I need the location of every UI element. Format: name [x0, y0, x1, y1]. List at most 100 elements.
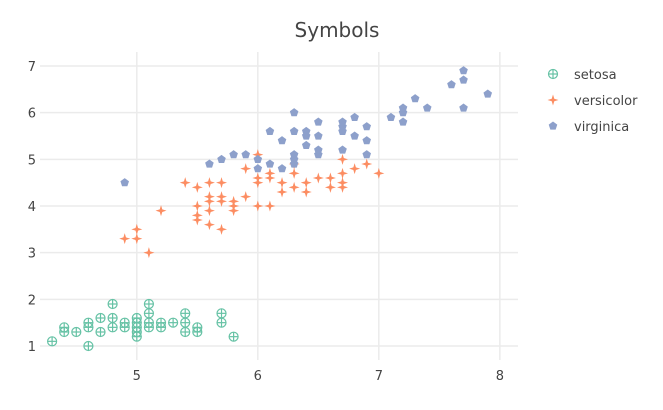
data-point-versicolor[interactable]	[191, 209, 203, 221]
data-point-virginica[interactable]	[410, 94, 420, 103]
data-point-versicolor[interactable]	[216, 223, 228, 235]
data-point-virginica[interactable]	[386, 112, 396, 121]
data-point-virginica[interactable]	[253, 164, 263, 173]
data-point-virginica[interactable]	[265, 159, 275, 168]
data-point-virginica[interactable]	[459, 103, 468, 112]
data-point-versicolor[interactable]	[300, 177, 312, 189]
data-point-virginica[interactable]	[398, 117, 408, 126]
data-point-setosa[interactable]	[107, 322, 118, 333]
data-point-setosa[interactable]	[71, 326, 82, 338]
data-point-setosa[interactable]	[143, 317, 155, 328]
legend[interactable]: setosa versicolor virginica	[547, 68, 639, 135]
data-point-virginica[interactable]	[314, 145, 323, 154]
data-point-setosa[interactable]	[143, 298, 155, 310]
data-point-virginica[interactable]	[277, 164, 287, 173]
data-point-virginica[interactable]	[205, 159, 214, 168]
data-point-virginica[interactable]	[362, 150, 372, 159]
data-point-virginica[interactable]	[217, 154, 226, 163]
data-point-setosa[interactable]	[180, 326, 191, 338]
data-point-versicolor[interactable]	[131, 223, 143, 235]
data-point-setosa[interactable]	[192, 322, 203, 333]
data-point-versicolor[interactable]	[119, 233, 131, 245]
data-point-versicolor[interactable]	[203, 177, 215, 189]
data-point-versicolor[interactable]	[131, 233, 143, 245]
data-point-setosa[interactable]	[83, 340, 94, 352]
data-point-versicolor[interactable]	[143, 247, 155, 259]
data-point-setosa[interactable]	[143, 308, 155, 319]
data-point-virginica[interactable]	[422, 103, 432, 112]
data-point-virginica[interactable]	[362, 122, 372, 131]
data-point-virginica[interactable]	[314, 131, 323, 140]
data-point-versicolor[interactable]	[337, 167, 349, 179]
data-point-versicolor[interactable]	[324, 172, 336, 184]
data-point-versicolor[interactable]	[264, 167, 276, 179]
data-point-virginica[interactable]	[289, 108, 299, 117]
data-point-versicolor[interactable]	[240, 191, 252, 203]
data-point-versicolor[interactable]	[203, 219, 215, 231]
data-point-virginica[interactable]	[289, 126, 299, 135]
data-point-setosa[interactable]	[216, 317, 227, 328]
data-point-virginica[interactable]	[120, 178, 129, 187]
data-point-versicolor[interactable]	[216, 191, 228, 203]
data-point-setosa[interactable]	[131, 312, 142, 324]
data-point-virginica[interactable]	[338, 117, 347, 126]
data-point-virginica[interactable]	[289, 150, 299, 159]
data-point-setosa[interactable]	[180, 308, 191, 319]
data-point-versicolor[interactable]	[191, 200, 203, 212]
data-point-setosa[interactable]	[95, 312, 106, 324]
data-point-virginica[interactable]	[241, 150, 250, 159]
data-point-virginica[interactable]	[277, 136, 287, 145]
data-point-virginica[interactable]	[350, 131, 359, 140]
data-point-versicolor[interactable]	[337, 177, 349, 189]
data-point-virginica[interactable]	[314, 117, 323, 126]
data-point-versicolor[interactable]	[252, 200, 264, 212]
data-point-virginica[interactable]	[350, 112, 359, 121]
data-point-setosa[interactable]	[83, 317, 94, 328]
data-point-setosa[interactable]	[119, 317, 130, 328]
data-point-setosa[interactable]	[107, 298, 118, 310]
data-point-versicolor[interactable]	[240, 163, 252, 175]
data-point-setosa[interactable]	[95, 326, 106, 338]
data-point-versicolor[interactable]	[324, 181, 336, 193]
data-point-versicolor[interactable]	[349, 163, 361, 175]
data-point-setosa[interactable]	[59, 322, 70, 333]
data-point-setosa[interactable]	[216, 308, 227, 319]
data-point-versicolor[interactable]	[373, 167, 385, 179]
data-point-versicolor[interactable]	[252, 149, 264, 161]
data-point-versicolor[interactable]	[288, 181, 300, 193]
data-point-setosa[interactable]	[155, 317, 167, 328]
legend-item-versicolor[interactable]: versicolor	[547, 94, 639, 109]
data-point-virginica[interactable]	[301, 140, 311, 149]
data-point-virginica[interactable]	[265, 126, 275, 135]
data-point-versicolor[interactable]	[300, 186, 312, 198]
data-point-versicolor[interactable]	[276, 186, 288, 198]
data-point-virginica[interactable]	[338, 145, 347, 154]
data-point-virginica[interactable]	[253, 154, 263, 163]
data-point-versicolor[interactable]	[203, 191, 215, 203]
data-point-virginica[interactable]	[229, 150, 238, 159]
data-point-versicolor[interactable]	[216, 177, 228, 189]
data-point-virginica[interactable]	[447, 80, 456, 89]
data-point-versicolor[interactable]	[337, 153, 349, 165]
data-point-setosa[interactable]	[168, 317, 179, 328]
data-point-versicolor[interactable]	[191, 181, 203, 193]
data-point-setosa[interactable]	[228, 331, 239, 342]
data-point-setosa[interactable]	[180, 317, 191, 328]
legend-item-setosa[interactable]: setosa	[547, 68, 617, 83]
data-point-virginica[interactable]	[398, 103, 408, 112]
data-point-versicolor[interactable]	[288, 167, 300, 179]
data-point-versicolor[interactable]	[252, 172, 264, 184]
data-point-virginica[interactable]	[362, 136, 372, 145]
data-point-virginica[interactable]	[459, 66, 468, 75]
data-point-versicolor[interactable]	[203, 205, 215, 217]
data-point-setosa[interactable]	[107, 312, 118, 324]
data-point-virginica[interactable]	[483, 89, 493, 98]
data-point-versicolor[interactable]	[264, 200, 276, 212]
data-point-versicolor[interactable]	[276, 177, 288, 189]
data-point-setosa[interactable]	[47, 336, 58, 347]
legend-item-virginica[interactable]: virginica	[548, 120, 630, 135]
data-point-versicolor[interactable]	[155, 205, 167, 217]
data-point-versicolor[interactable]	[179, 177, 191, 189]
data-point-virginica[interactable]	[459, 75, 468, 84]
data-point-versicolor[interactable]	[228, 195, 240, 207]
